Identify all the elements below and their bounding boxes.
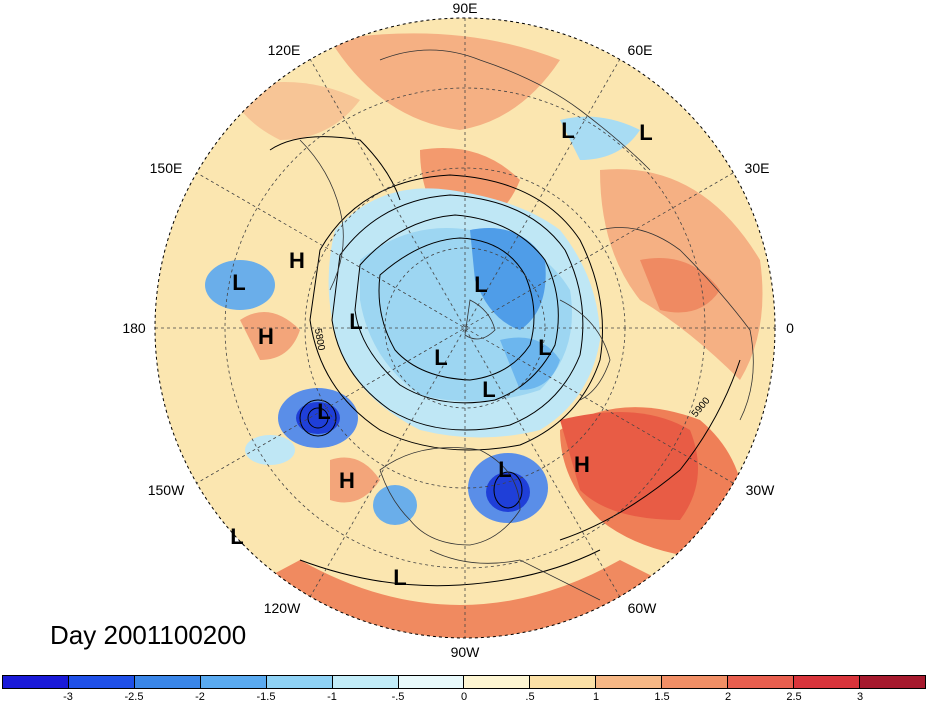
low-marker: L: [349, 309, 363, 334]
cold-anomaly-pacific-west: [205, 260, 275, 310]
lon-label-60w: 60W: [627, 600, 657, 616]
lon-label-150w: 150W: [147, 482, 185, 498]
cold-anomaly-west-us: [373, 485, 417, 525]
colorbar-segment: [332, 676, 399, 688]
lon-label-30w: 30W: [745, 482, 775, 498]
colorbar-tick-label: 2.5: [786, 691, 802, 703]
colorbar-tick-label: -2: [195, 691, 205, 703]
low-marker: L: [482, 377, 496, 402]
colorbar-tick-label: 1: [592, 691, 600, 703]
colorbar-segment: [596, 676, 663, 688]
map-boundary: [154, 17, 776, 639]
day-value: 2001100200: [103, 620, 247, 650]
high-marker: H: [574, 452, 590, 477]
high-marker: H: [258, 324, 274, 349]
low-marker: L: [230, 524, 244, 549]
low-marker: L: [474, 272, 488, 297]
colorbar-segment: [200, 676, 267, 688]
cold-anomaly-gulf-alaska-core: [296, 402, 340, 434]
lon-label-60e: 60E: [627, 42, 653, 58]
colorbar-segment: [464, 676, 531, 688]
warm-anomaly-atlantic-core: [560, 412, 698, 520]
lon-label-120w: 120W: [263, 600, 301, 616]
colorbar-tick-label: 3: [856, 691, 864, 703]
lon-label-90e: 90E: [452, 0, 478, 16]
lon-label-120e: 120E: [267, 42, 301, 58]
colorbar-tick-label: -3: [63, 691, 73, 703]
colorbar-segment: [134, 676, 201, 688]
colorbar: [2, 675, 926, 689]
colorbar-segment: [859, 676, 925, 688]
colorbar-segment: [794, 676, 860, 688]
high-marker: H: [289, 248, 305, 273]
cold-anomaly-canada: [500, 337, 560, 390]
warm-anomaly-east-pacific: [330, 457, 380, 503]
colorbar-segment: [530, 676, 597, 688]
lon-label-0: 0: [786, 320, 794, 336]
lon-label-90w: 90W: [450, 644, 480, 660]
height-contours: [269, 136, 741, 587]
colorbar-tick-label: 0: [460, 691, 468, 703]
cold-anomaly-siberia-north: [560, 116, 640, 160]
low-marker: L: [317, 399, 331, 424]
high-marker: H: [339, 468, 355, 493]
colorbar-segment: [3, 676, 69, 688]
lon-label-180: 180: [122, 320, 146, 336]
day-label: Day 2001100200: [50, 620, 246, 651]
coastlines: [299, 49, 754, 601]
lon-label-150e: 150E: [149, 160, 183, 176]
low-marker: L: [232, 270, 246, 295]
low-marker: L: [393, 565, 407, 590]
colorbar-segment: [68, 676, 135, 688]
colorbar-segment: [266, 676, 333, 688]
colorbar-tick-label: .5: [525, 691, 535, 703]
colorbar-tick-label: -1.5: [256, 691, 276, 703]
colorbar-tick-label: 2: [724, 691, 732, 703]
low-marker: L: [434, 345, 448, 370]
low-marker: L: [538, 335, 552, 360]
warm-anomaly-europe-core: [640, 258, 720, 313]
graticule: [155, 18, 775, 638]
warm-anomaly-dateline: [240, 312, 300, 360]
colorbar-tick-label: -.5: [391, 691, 405, 703]
colorbar-tick-label: -2.5: [124, 691, 144, 703]
lon-label-30e: 30E: [744, 160, 770, 176]
colorbar-segment: [662, 676, 729, 688]
low-marker: L: [498, 457, 512, 482]
cold-anomaly-polar-core: [470, 228, 546, 330]
colorbar-segment: [728, 676, 795, 688]
low-marker: L: [639, 120, 653, 145]
day-prefix: Day: [50, 620, 97, 650]
low-marker: L: [561, 118, 575, 143]
colorbar-tick-label: -1: [327, 691, 337, 703]
cold-anomaly-pacific-east: [245, 435, 295, 465]
warm-anomaly-east-asia: [230, 82, 360, 140]
colorbar-tick-label: 1.5: [654, 691, 670, 703]
colorbar-segment: [398, 676, 465, 688]
